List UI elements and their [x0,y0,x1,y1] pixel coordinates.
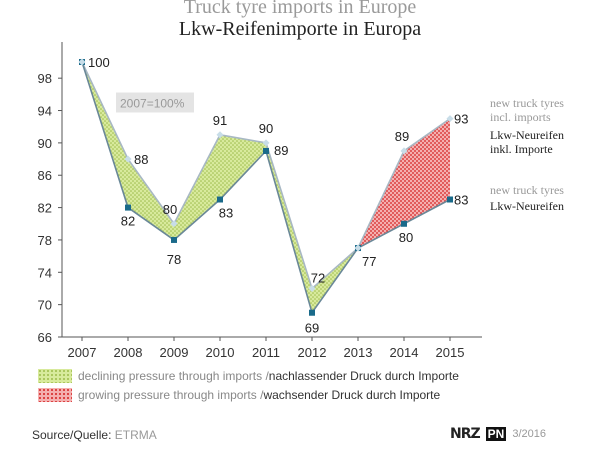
y-tick-label: 94 [38,104,52,119]
credit: NRZ PN 3/2016 [450,426,546,442]
data-label-incl: 88 [134,152,148,167]
publisher-logo: NRZ [450,426,481,442]
x-tick-label: 2013 [344,345,373,360]
data-label-new: 80 [399,230,413,245]
x-tick-label: 2008 [114,345,143,360]
point-new [125,204,131,211]
data-label-incl: 90 [259,121,273,136]
point-incl [124,155,132,163]
legend-swatch-growing [38,388,72,402]
data-label-incl: 91 [213,113,227,128]
x-tick-label: 2009 [160,345,189,360]
x-tick-label: 2010 [206,345,235,360]
point-new [171,236,177,243]
area-declining [220,134,266,200]
legend-growing-de: wachsender Druck durch Importe [263,388,441,402]
point-new [217,196,223,203]
point-new [447,196,453,203]
point-incl [216,131,224,139]
series-label-incl-en: new truck tyres [490,96,564,110]
data-label-incl: 93 [454,112,468,127]
data-label-incl: 89 [395,129,409,144]
chart-title-en: Truck tyre imports in Europe [183,0,417,18]
point-new [263,147,269,154]
x-tick-label: 2012 [298,345,327,360]
pn-logo: PN [485,427,507,441]
source-name: ETRMA [114,428,157,442]
legend-declining-de: nachlassender Druck durch Importe [268,369,459,383]
series-label-new-en: new truck tyres [490,183,564,197]
y-tick-label: 98 [38,71,52,86]
axes: 66 70 74 78 82 86 90 94 98 2007 2008 2009 2010 2011 20… [38,42,482,360]
legend-growing-en: growing pressure through imports [78,388,257,402]
base-note-bg [116,92,194,113]
series-label-incl-de: inkl. Importe [490,142,553,156]
data-label-new: 83 [219,206,233,221]
y-tick-label: 66 [38,330,52,345]
point-incl [170,220,178,228]
x-tick-label: 2011 [252,345,280,360]
y-tick-label: 78 [38,233,52,248]
legend-swatch-declining [38,369,72,383]
point-incl [354,244,362,252]
data-label-incl: 72 [311,270,325,285]
y-tick-label: 82 [38,201,52,216]
data-label-incl: 80 [163,202,177,217]
point-incl [308,284,316,293]
y-tick-label: 86 [38,168,52,183]
area-declining [174,134,220,240]
source-line: Source/Quelle: ETRMA [32,428,157,442]
series-label-incl-de: Lkw-Neureifen [490,128,564,142]
point-incl [262,139,270,147]
data-label-new: 89 [274,143,288,158]
data-label-new: 82 [121,214,135,229]
issue-date: 3/2016 [512,428,546,440]
y-tick-label: 74 [38,265,52,280]
y-tick-label: 70 [38,298,52,313]
data-points [78,58,454,316]
data-label-new: 78 [167,252,181,267]
point-new [401,220,407,227]
point-new [309,309,315,316]
base-note: 2007=100% [120,96,185,110]
data-label-new: 69 [305,321,319,336]
source-label-en: Source [32,428,71,442]
data-label-incl: 100 [88,55,110,70]
series-label-incl-en: incl. imports [490,110,551,124]
point-incl [400,147,408,155]
legend-declining-en: declining pressure through imports [78,369,263,383]
chart-title-de: Lkw-Reifenimporte in Europa [178,18,422,40]
data-label-new: 77 [362,254,376,269]
x-tick-label: 2015 [436,345,465,360]
legend-declining: declining pressure through imports / nach… [38,369,459,383]
point-incl [446,115,454,123]
area-declining [128,159,174,240]
area-growing [404,118,450,224]
legend-growing: growing pressure through imports / wachse… [38,388,440,402]
x-tick-label: 2014 [390,345,419,360]
y-tick-label: 90 [38,136,52,151]
source-label-de: Quelle: [73,428,112,442]
x-tick-label: 2007 [68,345,97,360]
series-label-new-de: Lkw-Neureifen [490,199,564,213]
data-label-new: 83 [454,193,468,208]
